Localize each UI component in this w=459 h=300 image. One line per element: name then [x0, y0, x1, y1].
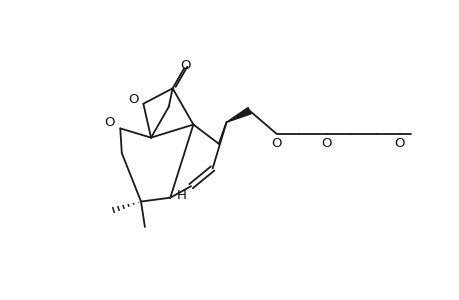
Text: O: O: [180, 59, 190, 72]
Text: O: O: [321, 136, 331, 149]
Text: O: O: [128, 93, 138, 106]
Text: O: O: [394, 136, 404, 149]
Text: H: H: [177, 189, 186, 202]
Polygon shape: [226, 108, 251, 122]
Text: O: O: [271, 136, 281, 149]
Text: O: O: [104, 116, 114, 129]
